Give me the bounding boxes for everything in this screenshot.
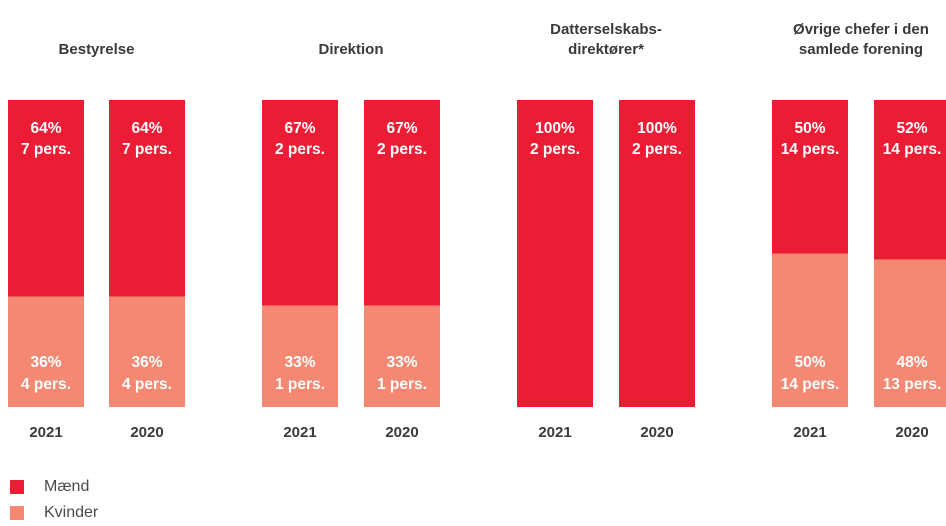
bar-segment-maend	[262, 100, 338, 306]
group-title: Direktion	[318, 41, 383, 58]
count-label-maend: 2 pers.	[377, 141, 427, 158]
value-label-kvinder: 33%	[284, 354, 315, 371]
value-label-maend: 64%	[131, 120, 162, 137]
count-label-kvinder: 14 pers.	[781, 376, 840, 393]
year-label: 2021	[793, 424, 826, 441]
bar-segment-maend	[8, 100, 84, 297]
value-label-maend: 67%	[284, 120, 315, 137]
value-label-maend: 100%	[637, 120, 677, 137]
year-label: 2020	[130, 424, 163, 441]
count-label-maend: 7 pers.	[122, 141, 172, 158]
bar-segment-kvinder	[364, 305, 440, 407]
legend-item-maend: Mænd	[10, 474, 98, 500]
year-label: 2021	[29, 424, 62, 441]
count-label-kvinder: 13 pers.	[883, 376, 942, 393]
value-label-maend: 50%	[794, 120, 825, 137]
value-label-kvinder: 36%	[131, 354, 162, 371]
value-label-maend: 100%	[535, 120, 575, 137]
group-title: Bestyrelse	[59, 41, 135, 58]
count-label-kvinder: 4 pers.	[21, 376, 71, 393]
bar-segment-kvinder	[772, 253, 848, 407]
year-label: 2020	[385, 424, 418, 441]
count-label-maend: 2 pers.	[275, 141, 325, 158]
group-title: Datterselskabs-	[550, 21, 662, 38]
legend-label-maend: Mænd	[44, 478, 90, 495]
count-label-maend: 14 pers.	[781, 141, 840, 158]
legend-label-kvinder: Kvinder	[44, 504, 99, 521]
count-label-maend: 7 pers.	[21, 141, 71, 158]
bar-segment-kvinder	[8, 296, 84, 407]
count-label-kvinder: 1 pers.	[377, 376, 427, 393]
bar-segment-maend	[619, 100, 695, 407]
year-label: 2020	[640, 424, 673, 441]
bar-segment-kvinder	[262, 305, 338, 407]
legend-swatch-kvinder	[10, 506, 24, 520]
value-label-kvinder: 36%	[30, 354, 61, 371]
year-label: 2020	[895, 424, 928, 441]
year-label: 2021	[538, 424, 571, 441]
legend: Mænd Kvinder	[10, 474, 98, 526]
value-label-maend: 64%	[30, 120, 61, 137]
value-label-kvinder: 48%	[896, 354, 927, 371]
group-title: direktører*	[568, 41, 644, 58]
bar-segment-maend	[772, 100, 848, 254]
legend-item-kvinder: Kvinder	[10, 500, 98, 526]
year-label: 2021	[283, 424, 316, 441]
bar-segment-maend	[517, 100, 593, 407]
value-label-kvinder: 50%	[794, 354, 825, 371]
count-label-maend: 2 pers.	[530, 141, 580, 158]
stacked-bar-chart: Bestyrelse 64% 7 pers. 36% 4 pers. 2021 64% 7 p…	[8, 21, 946, 441]
count-label-maend: 14 pers.	[883, 141, 942, 158]
legend-swatch-maend	[10, 480, 24, 494]
bar-segment-kvinder	[109, 296, 185, 407]
group-title: samlede forening	[799, 41, 923, 58]
bar-segment-kvinder	[874, 259, 946, 407]
bar-segment-maend	[109, 100, 185, 297]
value-label-maend: 52%	[896, 120, 927, 137]
value-label-maend: 67%	[386, 120, 417, 137]
group-title: Øvrige chefer i den	[793, 21, 929, 38]
value-label-kvinder: 33%	[386, 354, 417, 371]
bar-segment-maend	[874, 100, 946, 260]
bar-segment-maend	[364, 100, 440, 306]
count-label-maend: 2 pers.	[632, 141, 682, 158]
count-label-kvinder: 1 pers.	[275, 376, 325, 393]
count-label-kvinder: 4 pers.	[122, 376, 172, 393]
